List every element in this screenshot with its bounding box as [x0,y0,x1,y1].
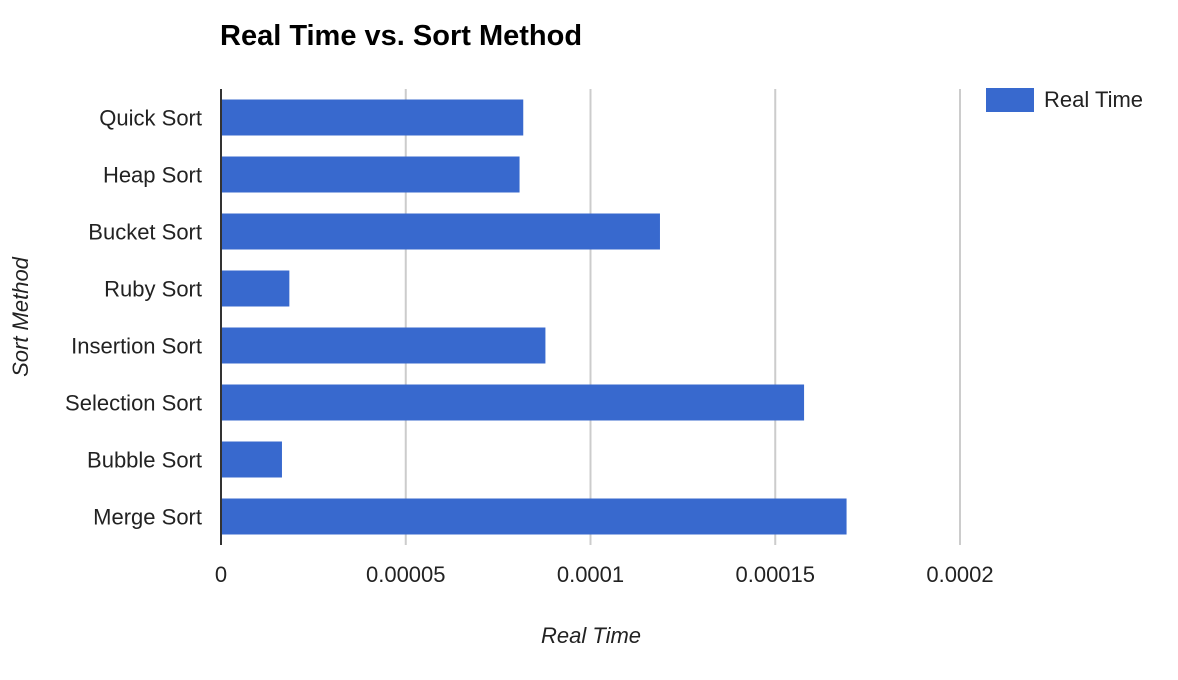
y-tick-label: Heap Sort [103,163,202,188]
y-tick-label: Insertion Sort [71,334,202,359]
x-tick-labels: 0 0.00005 0.0001 0.00015 0.0002 [215,562,994,587]
y-tick-label: Bucket Sort [88,220,202,245]
x-tick-label: 0.0001 [557,562,624,587]
gridlines [404,89,961,545]
y-tick-label: Merge Sort [93,505,202,530]
bar-bucket-sort[interactable] [221,213,660,250]
legend-swatch [986,88,1034,112]
y-tick-label: Ruby Sort [104,277,202,302]
bar-insertion-sort[interactable] [221,327,546,364]
x-tick-label: 0.0002 [926,562,993,587]
x-axis-title: Real Time [541,623,641,648]
bar-heap-sort[interactable] [221,156,520,193]
y-tick-label: Bubble Sort [87,448,202,473]
x-tick-label: 0 [215,562,227,587]
legend: Real Time [986,87,1143,112]
y-tick-labels: Quick Sort Heap Sort Bucket Sort Ruby Sort I… [65,106,202,530]
x-tick-label: 0.00005 [366,562,446,587]
bar-quick-sort[interactable] [221,99,524,136]
bar-bubble-sort[interactable] [221,441,282,478]
bars [221,99,847,535]
y-tick-label: Selection Sort [65,391,202,416]
chart-title: Real Time vs. Sort Method [220,20,582,52]
x-tick-label: 0.00015 [735,562,815,587]
y-tick-label: Quick Sort [99,106,202,131]
bar-selection-sort[interactable] [221,384,805,421]
bar-merge-sort[interactable] [221,498,847,535]
legend-label: Real Time [1044,87,1143,112]
bar-ruby-sort[interactable] [221,270,290,307]
y-axis-title: Sort Method [8,256,33,377]
